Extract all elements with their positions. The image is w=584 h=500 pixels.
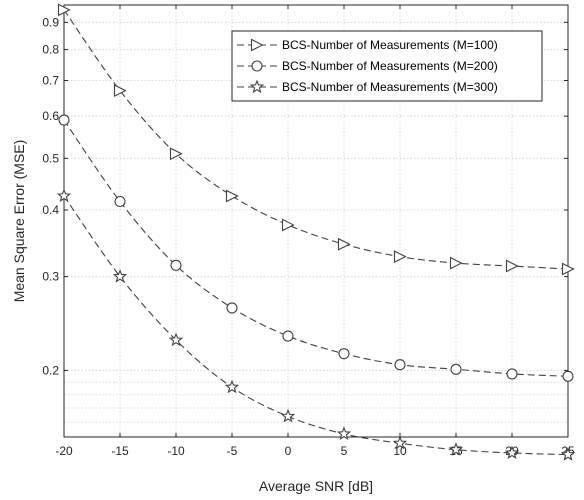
y-tick-label: 0.5 bbox=[42, 151, 59, 165]
data-point bbox=[168, 332, 184, 347]
data-point bbox=[113, 84, 127, 98]
data-point bbox=[394, 359, 406, 371]
data-point bbox=[169, 147, 183, 161]
x-tick-label: 0 bbox=[285, 444, 292, 458]
legend: BCS-Number of Measurements (M=100) BCS-Nu… bbox=[231, 30, 543, 102]
legend-marker bbox=[249, 79, 265, 94]
legend-box bbox=[231, 30, 543, 102]
data-point bbox=[449, 256, 463, 270]
data-point bbox=[280, 408, 296, 423]
data-point bbox=[337, 237, 351, 251]
data-point bbox=[450, 363, 462, 375]
data-point bbox=[448, 442, 464, 456]
data-point bbox=[393, 250, 407, 264]
series-line bbox=[63, 195, 569, 456]
legend-label: BCS-Number of Measurements (M=300) bbox=[282, 80, 498, 94]
y-axis-label: Mean Square Error (MSE) bbox=[11, 140, 27, 303]
plot-frame bbox=[63, 4, 569, 438]
data-point bbox=[392, 435, 408, 450]
legend-marker bbox=[250, 38, 264, 52]
legend-entry: BCS-Number of Measurements (M=200) bbox=[237, 59, 498, 73]
x-tick-label: 5 bbox=[341, 444, 348, 458]
data-point bbox=[562, 370, 574, 382]
series-2 bbox=[58, 114, 574, 382]
data-point bbox=[506, 368, 518, 380]
data-point bbox=[112, 269, 128, 283]
y-tick-label: 0.3 bbox=[42, 270, 59, 284]
y-tick-label: 0.4 bbox=[42, 203, 59, 217]
y-tick-label: 0.9 bbox=[42, 15, 59, 29]
y-tick-label: 0.8 bbox=[42, 43, 59, 57]
data-point bbox=[58, 114, 70, 126]
series-1 bbox=[57, 3, 575, 276]
y-tick-label: 0.2 bbox=[42, 363, 59, 377]
y-tick-label: 0.7 bbox=[42, 73, 59, 87]
data-point bbox=[282, 330, 294, 342]
x-tick-label: -10 bbox=[167, 444, 185, 458]
legend-marker bbox=[251, 60, 263, 72]
data-point bbox=[226, 302, 238, 314]
series-line bbox=[63, 9, 569, 270]
data-point bbox=[560, 447, 576, 461]
data-point bbox=[338, 348, 350, 360]
data-point bbox=[224, 379, 240, 394]
data-point bbox=[225, 189, 239, 203]
data-point bbox=[56, 188, 72, 203]
data-point bbox=[505, 259, 519, 273]
x-axis-label: Average SNR [dB] bbox=[259, 478, 373, 494]
x-tick-label: -20 bbox=[55, 444, 73, 458]
legend-entry: BCS-Number of Measurements (M=100) bbox=[237, 38, 498, 52]
y-tick-label: 0.6 bbox=[42, 109, 59, 123]
legend-label: BCS-Number of Measurements (M=100) bbox=[282, 38, 498, 52]
data-point bbox=[281, 218, 295, 232]
data-point bbox=[57, 3, 71, 17]
data-series bbox=[56, 3, 576, 461]
data-point bbox=[336, 426, 352, 441]
series-line bbox=[63, 119, 569, 377]
legend-label: BCS-Number of Measurements (M=200) bbox=[282, 59, 498, 73]
data-point bbox=[561, 262, 575, 276]
data-point bbox=[170, 259, 182, 271]
x-tick-label: -5 bbox=[227, 444, 238, 458]
legend-entry: BCS-Number of Measurements (M=300) bbox=[237, 79, 498, 94]
data-point bbox=[504, 445, 520, 460]
x-tick-label: -15 bbox=[111, 444, 129, 458]
data-point bbox=[114, 195, 126, 208]
series-3 bbox=[56, 188, 576, 461]
